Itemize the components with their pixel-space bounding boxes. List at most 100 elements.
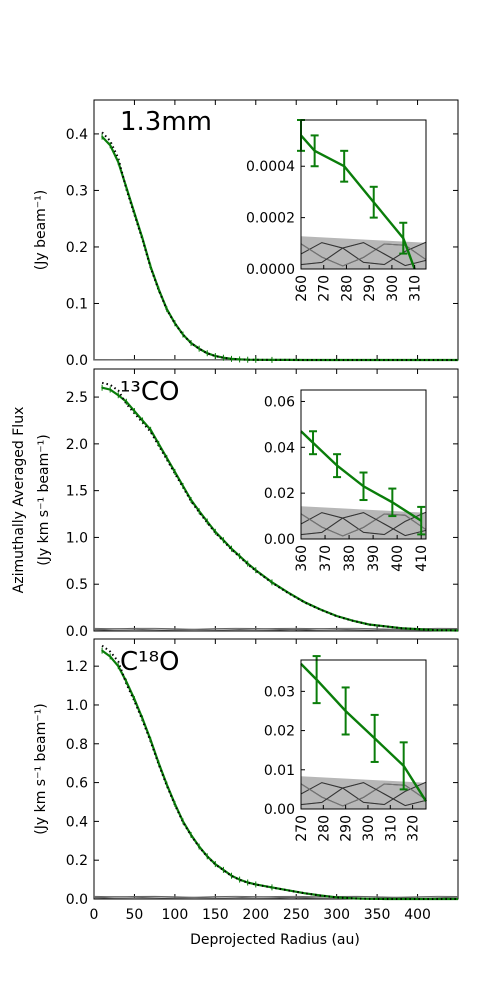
- data-point: [206, 855, 209, 858]
- x-tick-label: 100: [162, 907, 189, 923]
- inset-noise-line: [300, 242, 427, 267]
- y-tick-label: 2.0: [66, 437, 88, 453]
- inset-frame: [300, 389, 427, 540]
- panel-title: 1.3mm: [120, 107, 212, 137]
- y-tick-label: 0.0: [66, 353, 88, 369]
- inset-x-tick-label: 320: [406, 815, 422, 842]
- inset-plot: 0.0000 0.0002 0.0004 260 270 280 290 300 310: [246, 119, 427, 302]
- data-point: [149, 429, 152, 431]
- inset-y-tick-label: 0.01: [264, 763, 295, 779]
- inset-frame: [300, 659, 427, 810]
- inset-x-tick-label: 300: [385, 275, 401, 302]
- y-tick-label: 0.3: [66, 183, 88, 199]
- data-point: [149, 265, 152, 268]
- data-point: [214, 863, 217, 865]
- inset-noise-line: [300, 512, 427, 537]
- data-point: [133, 410, 136, 412]
- y-tick-label: 0.5: [66, 577, 88, 593]
- x-tick-label: 300: [323, 907, 350, 923]
- y-tick-label: 1.5: [66, 484, 88, 500]
- inset-x-tick-label: 400: [390, 545, 406, 572]
- inset-x-tick-label: 280: [316, 815, 332, 842]
- inset-frame: [300, 119, 427, 270]
- inset-y-tick-label: 0.02: [264, 724, 295, 740]
- inset-x-tick-label: 270: [317, 275, 333, 302]
- data-point: [166, 457, 168, 459]
- inset-x-tick-label: 410: [414, 545, 430, 572]
- x-axis-label: Deprojected Radius (au): [190, 932, 360, 948]
- plot-frame: [93, 638, 459, 900]
- y-tick-label: 0.4: [66, 127, 88, 143]
- y-tick-label: 1.0: [66, 698, 88, 714]
- data-point: [190, 834, 192, 836]
- data-point: [166, 783, 168, 786]
- y-tick-label: 0.1: [66, 296, 88, 312]
- data-point: [157, 762, 160, 764]
- data-point: [254, 883, 257, 886]
- data-point: [222, 869, 225, 871]
- inset-x-tick-label: 360: [294, 545, 310, 572]
- inset-y-tick-label: 0.06: [264, 394, 295, 410]
- noise-lines: [93, 627, 459, 632]
- data-point: [109, 144, 111, 147]
- data-point: [166, 308, 168, 310]
- data-point: [238, 358, 241, 361]
- inset-noise-line: [300, 241, 427, 266]
- inset-noise-line: [300, 513, 427, 537]
- data-point: [230, 358, 233, 360]
- data-point: [174, 803, 176, 805]
- y-tick-label: 0.0: [66, 624, 88, 640]
- y-tick-label: 1.0: [66, 530, 88, 546]
- inset-data-line: [300, 134, 416, 270]
- data-point: [125, 680, 128, 683]
- x-tick-label: 350: [364, 907, 391, 923]
- inset-plot: 0.00 0.02 0.04 0.06 360 370 380 390 400 410: [264, 389, 430, 572]
- y-axis-label: (Jy beam⁻¹): [33, 190, 49, 271]
- data-point: [222, 356, 225, 359]
- data-point: [133, 212, 136, 214]
- data-point: [206, 520, 209, 523]
- data-point: [271, 886, 273, 889]
- x-tick-label: 400: [404, 907, 431, 923]
- data-point: [190, 499, 192, 501]
- y-tick-label: 2.5: [66, 390, 88, 406]
- inset-x-tick-label: 260: [294, 275, 310, 302]
- inset-x-tick-label: 310: [383, 815, 399, 842]
- y-tick-label: 0.2: [66, 853, 88, 869]
- data-point: [222, 539, 225, 542]
- data-point: [254, 359, 257, 361]
- data-point: [246, 881, 249, 884]
- panel-title: C¹⁸O: [120, 647, 179, 677]
- data-point: [182, 333, 184, 336]
- data-point: [190, 342, 192, 344]
- inset-plot: 0.00 0.01 0.02 0.03 270 280 290 300 310 320: [264, 655, 428, 842]
- data-point: [149, 739, 152, 741]
- data-point: [157, 288, 160, 291]
- inset-y-tick-label: 0.00: [264, 532, 295, 548]
- data-point: [198, 845, 200, 848]
- data-point: [230, 547, 233, 550]
- y-tick-label: 0.0: [66, 892, 88, 908]
- data-point: [109, 388, 111, 391]
- data-point: [182, 485, 184, 487]
- data-point: [101, 386, 103, 389]
- plot-frame: [93, 368, 459, 632]
- inset-x-tick-label: 370: [318, 545, 334, 572]
- inset-y-tick-label: 0.02: [264, 486, 295, 502]
- inset-noise-line: [300, 782, 427, 807]
- inset-data-line: [300, 663, 428, 802]
- model-line: [101, 131, 458, 361]
- data-point: [117, 665, 120, 667]
- y-tick-label: 0.4: [66, 814, 88, 830]
- inset-y-tick-label: 0.03: [264, 684, 295, 700]
- data-point: [214, 531, 217, 533]
- data-point: [141, 717, 144, 720]
- data-point: [182, 820, 184, 823]
- data-point: [117, 394, 120, 397]
- model-line: [101, 381, 459, 632]
- data-point: [198, 347, 200, 350]
- inset-x-tick-label: 290: [339, 815, 355, 842]
- inset-noise-line: [300, 783, 427, 807]
- shared-y-axis-label: Azimuthally Averaged Flux: [11, 407, 27, 594]
- inset-y-tick-label: 0.04: [264, 440, 295, 456]
